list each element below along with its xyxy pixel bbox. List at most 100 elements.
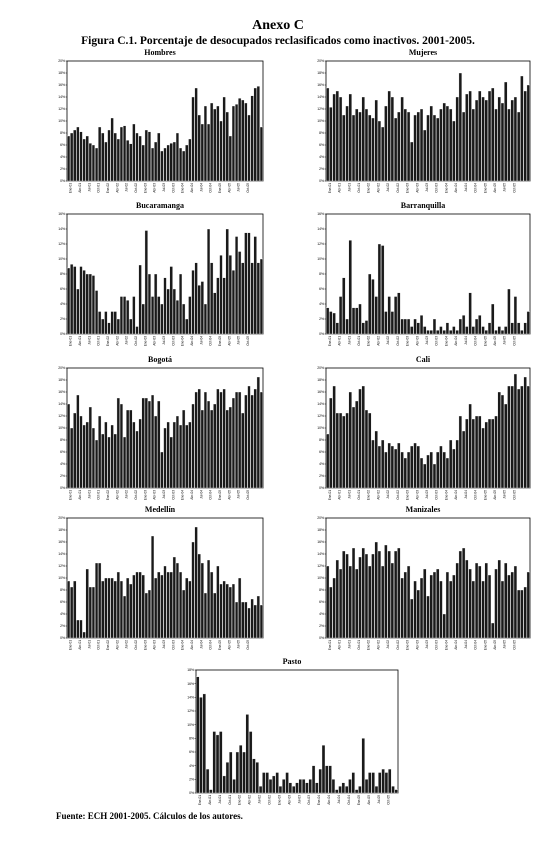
bar [432,114,437,182]
bar [311,765,316,794]
y-tick-label: 16% [58,540,65,544]
panel-medellin: Medellín 0% 2% 4% 6% 8% 10% 12% 14% 16% 18% 20% Ene… [55,505,265,650]
bar [113,132,117,182]
bar [188,296,192,335]
bar [141,574,145,639]
x-tick-label: Oct-01 [357,336,361,346]
bar [91,427,96,489]
y-tick-label: 14% [58,402,65,406]
bar [222,580,226,639]
x-tick-label: Jul-04 [199,490,203,499]
panel-cali: Cali 0% 2% 4% 6% 8% 10% 12% 14% 16% 18% 20% Ene-01 A… [314,355,532,500]
bar [468,90,472,182]
bar [510,571,514,639]
bar [107,577,111,639]
x-tick-label: Jul-01 [87,490,91,499]
x-tick-label: Abr-01 [78,490,82,500]
y-tick-label: 4% [189,764,194,768]
bar [500,394,505,489]
bar [520,385,524,489]
bar [255,762,259,794]
x-tick-label: Oct-03 [171,183,175,193]
x-tick-label: Abr-03 [287,795,291,805]
bar [144,397,148,489]
bar [406,565,411,639]
bar [70,427,74,489]
bar [73,580,77,639]
x-tick-label: Oct-02 [268,795,272,805]
y-tick-label: 20% [317,59,324,63]
x-tick-label: Abr-03 [415,640,419,650]
bar [98,562,102,639]
bar [491,622,495,639]
y-tick-label: 18% [317,378,324,382]
bar [491,303,495,335]
bar [452,120,456,182]
bar [341,782,346,794]
x-tick-label: Jul-05 [237,640,241,649]
bar [342,415,346,489]
bar [172,556,176,639]
bar [364,779,369,794]
bar [387,550,391,639]
bar [202,693,206,794]
bar [439,445,443,489]
bar [194,87,198,182]
bar [465,418,469,489]
bar [150,296,155,335]
bar [82,424,86,489]
bar [147,273,152,335]
bar [82,270,86,335]
bar [150,535,155,639]
y-tick-label: 12% [58,242,65,246]
bar [390,445,395,489]
y-tick-label: 6% [60,450,65,454]
bar [160,303,164,335]
bar [203,303,208,335]
bar [526,571,531,639]
bar [406,318,411,335]
x-tick-label: Ene-05 [483,336,487,347]
bar [474,99,479,182]
x-tick-label: Ene-02 [106,183,110,194]
bar [338,412,343,489]
bar [182,303,186,335]
x-tick-label: Ene-04 [181,640,185,651]
bar [210,262,214,335]
x-tick-label: Ene-04 [444,640,448,651]
bar [250,394,254,489]
bar [298,779,302,794]
bar [219,583,223,639]
bar [172,141,176,182]
bar [244,232,248,335]
bar [329,586,333,639]
bar [175,132,180,182]
bar [471,580,475,639]
x-tick-label: Jul-02 [125,336,129,345]
bar [154,415,158,489]
bar [393,448,398,489]
y-tick-label: 10% [317,119,324,123]
bar [432,571,437,639]
bar [387,90,391,182]
bar [200,409,204,489]
bar [455,562,459,639]
bar [474,415,479,489]
bar [256,86,260,182]
bar [104,311,108,335]
y-tick-label: 2% [60,474,65,478]
x-tick-label: Oct-04 [209,490,213,500]
bar [325,87,330,182]
y-tick-label: 18% [187,668,194,672]
y-tick-label: 10% [58,426,65,430]
bar [517,589,521,639]
bar [413,442,417,489]
x-tick-label: Jul-03 [297,795,301,804]
bar [478,315,482,335]
y-tick-label: 8% [319,438,324,442]
x-tick-label: Jul-02 [386,640,390,649]
x-tick-label: Ene-05 [218,490,222,501]
bar [523,90,527,182]
bar [526,84,531,182]
y-tick-label: 8% [319,588,324,592]
